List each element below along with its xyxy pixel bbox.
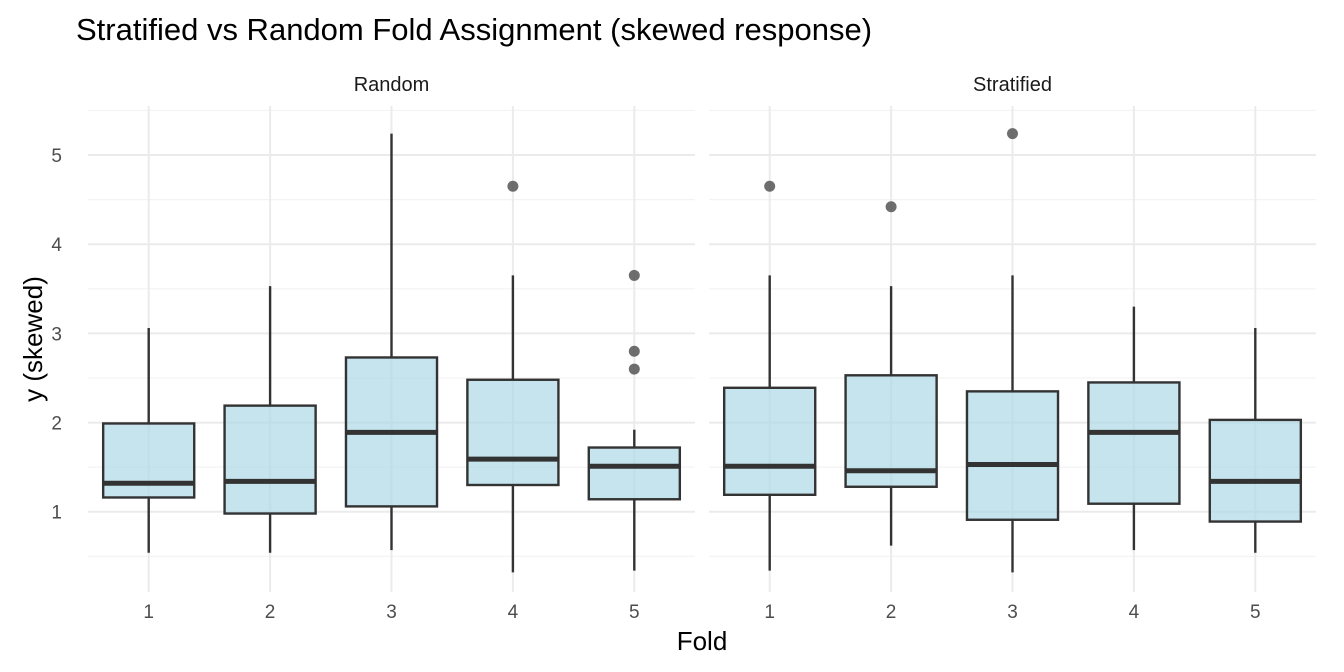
box-stratified-fold-2 (844, 201, 938, 546)
box-iqr (223, 404, 317, 515)
box-iqr (1208, 418, 1303, 523)
box-stratified-fold-5 (1208, 328, 1303, 553)
box-iqr (466, 378, 560, 487)
box-iqr (587, 446, 682, 501)
x-tick-label: 4 (1129, 602, 1140, 623)
panel-stratified: Stratified 1 2 3 4 5 (709, 74, 1316, 623)
x-tick-label: 2 (886, 602, 897, 623)
outlier-point (628, 363, 640, 375)
x-tick-label: 1 (764, 602, 775, 623)
box-iqr (965, 390, 1060, 521)
y-tick-label: 1 (51, 503, 62, 524)
box-iqr (1087, 381, 1181, 505)
facet-strip-label: Stratified (973, 74, 1052, 96)
box-stratified-fold-1 (722, 180, 817, 571)
box-stratified-fold-3 (965, 128, 1060, 573)
outlier-point (628, 269, 640, 281)
x-axis-title: Fold (677, 626, 728, 656)
box-iqr (844, 374, 938, 488)
facet-panels: Random 1 2 3 4 5 1 2 3 4 5 Stratified 1 2 3 4 5 (51, 74, 1316, 623)
outlier-point (1007, 128, 1018, 140)
box-random-fold-5 (587, 269, 682, 571)
box-iqr (101, 422, 196, 499)
box-random-fold-1 (101, 328, 196, 553)
x-tick-label: 5 (629, 602, 640, 623)
box-stratified-fold-4 (1087, 306, 1181, 551)
outlier-point (507, 180, 519, 192)
x-tick-label: 5 (1250, 602, 1261, 623)
outlier-point (885, 201, 897, 213)
facet-strip-label: Random (354, 74, 430, 96)
box-random-fold-4 (466, 180, 560, 573)
x-tick-label: 3 (386, 602, 397, 623)
x-tick-label: 3 (1007, 602, 1018, 623)
x-tick-label: 1 (143, 602, 154, 623)
box-random-fold-3 (344, 133, 439, 551)
y-axis-title: y (skewed) (18, 276, 48, 402)
y-tick-label: 4 (51, 235, 62, 256)
box-random-fold-2 (223, 286, 317, 553)
outlier-point (764, 180, 776, 192)
x-tick-label: 4 (508, 602, 519, 623)
panel-random: Random 1 2 3 4 5 1 2 3 4 5 (51, 74, 695, 623)
box-iqr (722, 386, 817, 497)
outlier-point (628, 345, 640, 357)
x-tick-label: 2 (265, 602, 276, 623)
y-tick-label: 2 (51, 414, 62, 435)
y-tick-label: 5 (51, 146, 62, 167)
chart-title: Stratified vs Random Fold Assignment (sk… (76, 12, 872, 47)
y-tick-label: 3 (51, 324, 62, 345)
